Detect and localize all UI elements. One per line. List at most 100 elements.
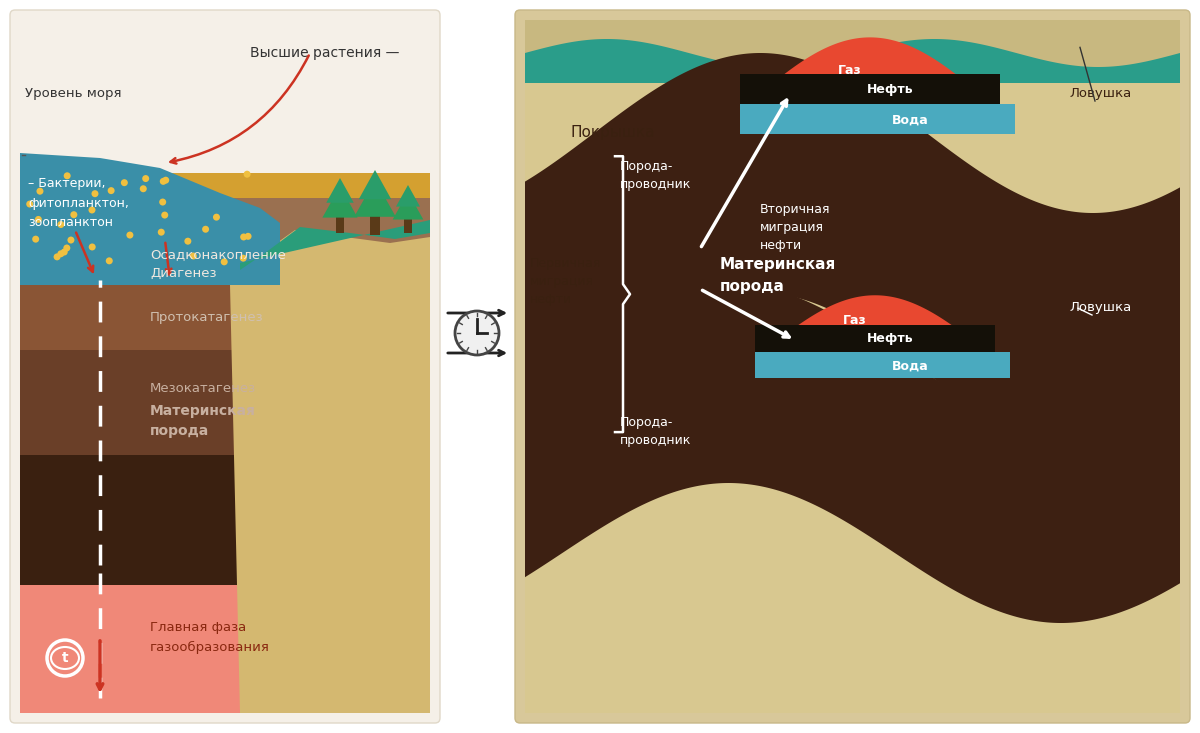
Text: миграция: миграция <box>760 221 824 234</box>
Circle shape <box>240 234 247 240</box>
Text: Протокатагенез: Протокатагенез <box>150 312 264 325</box>
Polygon shape <box>323 186 358 218</box>
Circle shape <box>89 207 96 213</box>
Circle shape <box>139 185 146 192</box>
Text: Нефть: Нефть <box>866 332 913 345</box>
Circle shape <box>67 237 74 243</box>
Circle shape <box>185 237 191 245</box>
Polygon shape <box>230 230 430 713</box>
Circle shape <box>160 199 166 205</box>
Circle shape <box>89 243 96 251</box>
Circle shape <box>126 232 133 238</box>
Text: нефти: нефти <box>530 293 572 306</box>
Polygon shape <box>526 283 1180 623</box>
Polygon shape <box>326 178 354 203</box>
Text: Материнская: Материнская <box>150 404 256 418</box>
Polygon shape <box>766 295 985 350</box>
Text: Диагенез: Диагенез <box>150 267 216 279</box>
Text: Вторичная: Вторичная <box>760 202 830 216</box>
Circle shape <box>58 221 65 228</box>
Text: фитопланктон,: фитопланктон, <box>28 196 128 210</box>
Text: Газ: Газ <box>838 64 862 77</box>
Polygon shape <box>526 53 1180 453</box>
Circle shape <box>108 187 115 194</box>
Circle shape <box>240 254 247 262</box>
Text: Осадконакопление: Осадконакопление <box>150 248 286 262</box>
Text: Первичная: Первичная <box>530 257 601 270</box>
Circle shape <box>212 213 220 221</box>
Text: проводник: проводник <box>620 177 691 191</box>
Polygon shape <box>755 353 1010 378</box>
Circle shape <box>54 254 60 260</box>
Circle shape <box>157 229 164 236</box>
Text: Вода: Вода <box>892 360 929 373</box>
Polygon shape <box>740 104 1015 134</box>
Text: t: t <box>61 651 68 665</box>
Bar <box>404 218 412 233</box>
Text: проводник: проводник <box>620 434 691 446</box>
Circle shape <box>142 175 149 182</box>
Text: Высшие растения —: Высшие растения — <box>250 46 400 60</box>
Polygon shape <box>755 325 995 353</box>
Text: Газ: Газ <box>844 314 866 327</box>
Text: Нефть: Нефть <box>866 83 913 96</box>
Circle shape <box>58 250 65 257</box>
Text: Уровень моря: Уровень моря <box>25 86 121 100</box>
Bar <box>370 216 380 235</box>
FancyBboxPatch shape <box>10 10 440 723</box>
Circle shape <box>221 258 228 265</box>
Polygon shape <box>354 180 396 217</box>
Bar <box>336 216 344 233</box>
Circle shape <box>245 233 252 240</box>
Text: порода: порода <box>720 279 785 295</box>
Polygon shape <box>396 185 420 207</box>
Circle shape <box>121 179 128 186</box>
Polygon shape <box>20 258 430 358</box>
Circle shape <box>244 171 251 177</box>
Circle shape <box>455 311 499 355</box>
Circle shape <box>160 178 167 185</box>
Circle shape <box>64 172 71 180</box>
Circle shape <box>190 252 197 259</box>
Polygon shape <box>20 198 430 258</box>
Text: Материнская: Материнская <box>720 257 836 271</box>
Polygon shape <box>20 265 430 285</box>
Circle shape <box>161 212 168 218</box>
Polygon shape <box>240 220 430 270</box>
Polygon shape <box>526 39 1180 83</box>
Text: Порода-: Порода- <box>620 160 673 173</box>
Text: нефти: нефти <box>760 238 802 251</box>
Polygon shape <box>20 350 430 455</box>
Text: Ловушка: Ловушка <box>1070 86 1133 100</box>
Circle shape <box>71 211 77 218</box>
Polygon shape <box>750 37 990 103</box>
Circle shape <box>26 201 34 207</box>
Polygon shape <box>20 153 280 285</box>
Polygon shape <box>526 20 1180 713</box>
Circle shape <box>61 248 67 256</box>
FancyBboxPatch shape <box>515 10 1190 723</box>
Text: зоопланктон: зоопланктон <box>28 216 113 229</box>
Circle shape <box>35 216 42 223</box>
Text: газообразования: газообразования <box>150 641 270 654</box>
Text: – Бактерии,: – Бактерии, <box>28 177 106 190</box>
Text: Главная фаза: Главная фаза <box>150 621 246 633</box>
Circle shape <box>91 190 98 197</box>
Polygon shape <box>359 170 391 199</box>
Polygon shape <box>526 83 1180 713</box>
Polygon shape <box>20 548 430 713</box>
Text: миграция: миграция <box>530 276 594 289</box>
Circle shape <box>36 188 43 195</box>
Polygon shape <box>20 585 430 713</box>
Polygon shape <box>20 173 430 198</box>
Text: Вода: Вода <box>892 114 929 127</box>
Circle shape <box>162 177 169 184</box>
Circle shape <box>202 226 209 233</box>
Polygon shape <box>392 192 424 220</box>
Circle shape <box>64 245 71 251</box>
Text: Мезокатагенез: Мезокатагенез <box>150 381 256 394</box>
Text: Порода-: Порода- <box>620 416 673 429</box>
Text: Покрышка: Покрышка <box>570 125 654 141</box>
Polygon shape <box>20 285 430 350</box>
Circle shape <box>32 235 40 243</box>
